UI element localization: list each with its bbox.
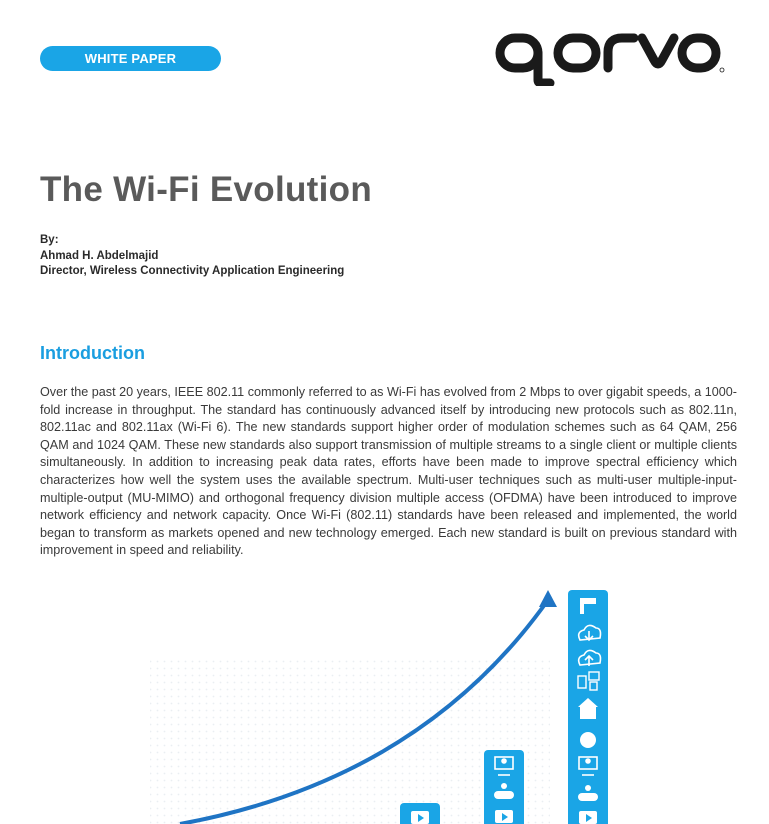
gamepad-icon <box>578 785 598 801</box>
cloud-upload-icon <box>577 649 602 666</box>
camera-icon <box>580 598 596 614</box>
byline-by: By: <box>40 234 59 246</box>
wifi-evolution-figure <box>150 590 608 824</box>
intro-paragraph: Over the past 20 years, IEEE 802.11 comm… <box>40 385 737 558</box>
white-paper-badge: WHITE PAPER <box>40 46 221 71</box>
byline: By: Ahmad H. Abdelmajid Director, Wirele… <box>40 233 344 280</box>
qorvo-logo <box>495 33 725 86</box>
play-icon <box>411 811 429 824</box>
play-icon <box>579 811 597 824</box>
house-icon <box>578 698 598 719</box>
head-icon <box>580 732 596 748</box>
gamepad-icon <box>494 783 514 799</box>
person-screen-icon <box>578 756 598 776</box>
page-title: The Wi-Fi Evolution <box>40 170 373 209</box>
growth-curve <box>179 598 550 824</box>
byline-author: Ahmad H. Abdelmajid <box>40 249 159 262</box>
dotted-background <box>150 660 550 824</box>
devices-icon <box>577 671 600 691</box>
play-icon <box>495 810 513 823</box>
arrow-head-icon <box>539 590 557 607</box>
cloud-download-icon <box>577 624 602 642</box>
byline-role: Director, Wireless Connectivity Applicat… <box>40 265 345 277</box>
person-screen-icon <box>494 756 514 776</box>
section-heading: Introduction <box>40 343 145 363</box>
